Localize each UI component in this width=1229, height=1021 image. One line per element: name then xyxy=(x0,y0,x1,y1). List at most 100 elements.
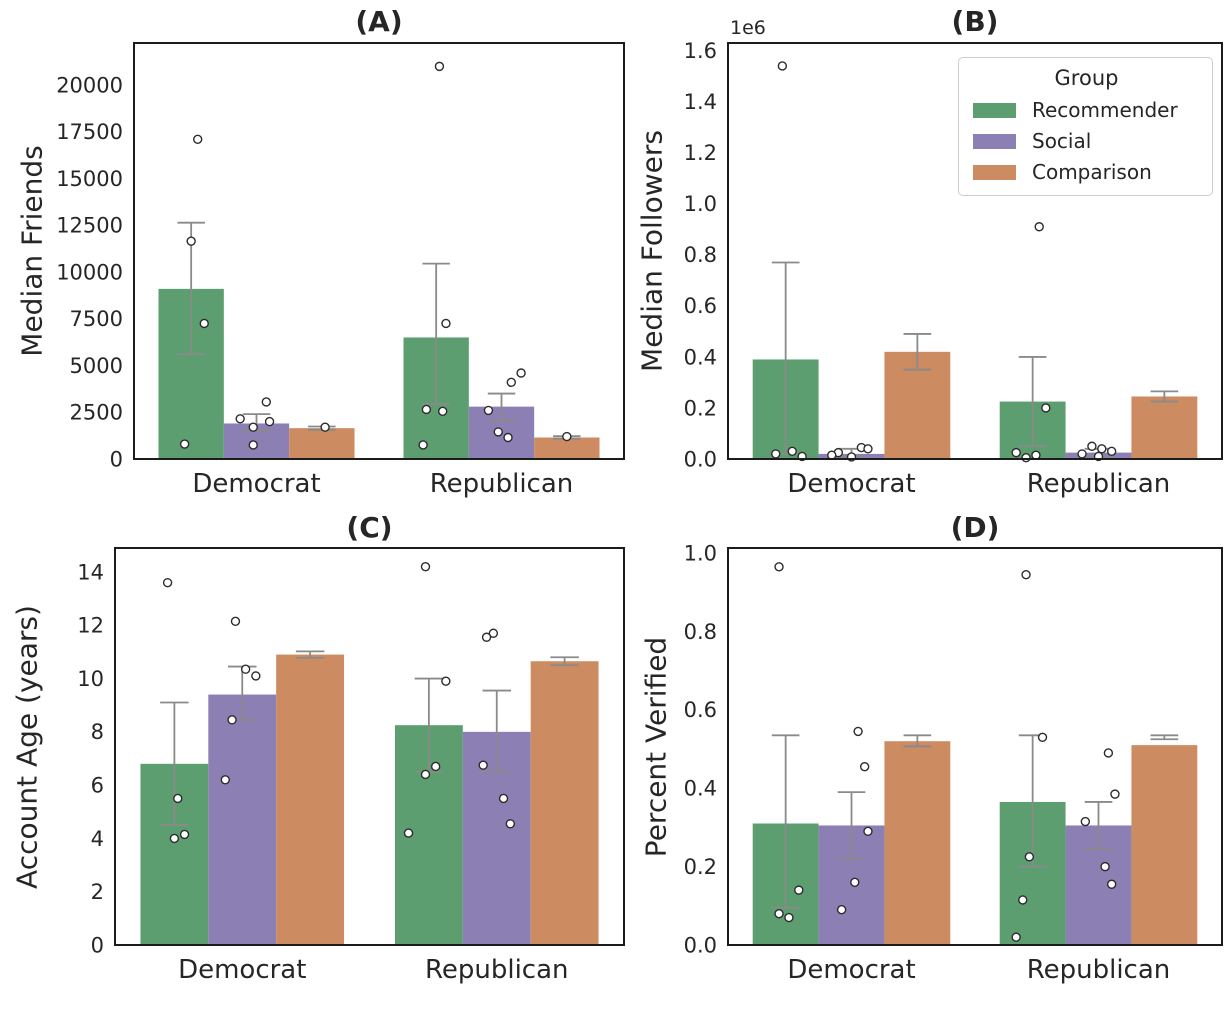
x-tick-label: Republican xyxy=(1027,469,1171,499)
panel-d-ylabel: Percent Verified xyxy=(639,636,673,858)
legend-swatch-social xyxy=(973,133,1016,149)
data-point xyxy=(1080,816,1091,827)
legend-label: Comparison xyxy=(1032,160,1152,184)
data-point xyxy=(173,793,183,804)
data-point xyxy=(562,431,572,442)
data-point xyxy=(227,715,237,725)
panel-b-ylabel: Median Followers xyxy=(635,130,669,372)
data-point xyxy=(481,632,492,642)
legend-label: Recommender xyxy=(1032,98,1178,122)
x-tick-label: Republican xyxy=(1027,955,1171,985)
data-point xyxy=(1018,895,1028,905)
y-tick-label: 0.4 xyxy=(684,777,717,801)
data-point xyxy=(516,368,526,378)
legend-swatch-recommender xyxy=(973,102,1016,118)
y-tick-label: 5000 xyxy=(70,354,123,378)
y-tick-label: 2500 xyxy=(70,401,123,425)
y-tick-label: 0.0 xyxy=(684,933,717,957)
data-point xyxy=(503,432,513,443)
axis-offset-text: 1e6 xyxy=(730,17,766,39)
y-tick-label: 0.6 xyxy=(684,698,717,722)
y-tick-label: 4 xyxy=(91,827,104,851)
legend-item-recommender: Recommender xyxy=(973,99,1200,121)
data-point xyxy=(192,134,203,144)
y-tick-label: 0 xyxy=(110,447,123,471)
data-point xyxy=(488,628,499,638)
x-tick-label: Democrat xyxy=(787,469,915,499)
y-tick-label: 0.4 xyxy=(684,345,717,369)
data-point xyxy=(169,833,180,844)
data-point xyxy=(859,761,870,772)
y-tick-label: 6 xyxy=(91,773,104,797)
data-point xyxy=(1011,447,1021,458)
data-point xyxy=(264,416,275,427)
y-tick-label: 0.2 xyxy=(684,855,717,879)
legend-swatch-comparison xyxy=(973,164,1016,180)
data-point xyxy=(1097,444,1107,454)
y-tick-label: 10 xyxy=(77,667,104,691)
y-tick-label: 0.2 xyxy=(684,396,717,420)
data-point xyxy=(1037,732,1048,742)
y-tick-label: 0.0 xyxy=(684,447,717,471)
data-point xyxy=(1110,789,1120,799)
data-point xyxy=(235,414,245,424)
y-tick-label: 0.8 xyxy=(684,243,717,267)
bar-comparison-republican xyxy=(534,437,600,459)
data-point xyxy=(836,905,847,915)
bar-comparison-republican xyxy=(1131,396,1198,459)
data-point xyxy=(774,908,784,919)
data-point xyxy=(248,440,258,450)
x-tick-label: Democrat xyxy=(178,955,306,985)
panel-a-ylabel: Median Friends xyxy=(15,145,49,357)
y-tick-label: 15000 xyxy=(56,167,123,191)
data-point xyxy=(441,676,451,686)
data-point xyxy=(505,819,516,829)
legend-title: Group xyxy=(1054,66,1119,90)
data-point xyxy=(777,61,788,71)
data-point xyxy=(1021,453,1031,463)
data-point xyxy=(186,236,196,246)
x-tick-label: Democrat xyxy=(192,469,320,499)
bar-comparison-democrat xyxy=(276,654,345,945)
data-point xyxy=(506,377,516,388)
data-point xyxy=(248,422,258,432)
data-point xyxy=(493,427,503,437)
y-tick-label: 12500 xyxy=(56,214,123,238)
data-point xyxy=(240,664,251,674)
panel-c-title: (C) xyxy=(346,511,393,544)
data-point xyxy=(853,726,863,737)
data-point xyxy=(430,761,441,772)
data-point xyxy=(787,446,797,457)
y-tick-label: 14 xyxy=(77,560,104,584)
legend-item-comparison: Comparison xyxy=(973,161,1200,183)
y-tick-label: 10000 xyxy=(56,260,123,284)
data-point xyxy=(850,877,860,887)
x-tick-label: Republican xyxy=(425,955,569,985)
data-point xyxy=(420,769,431,780)
panel-c-ylabel: Account Age (years) xyxy=(10,605,44,889)
data-point xyxy=(863,826,873,837)
data-point xyxy=(863,444,873,454)
y-tick-label: 1.2 xyxy=(684,141,717,165)
x-tick-label: Democrat xyxy=(787,955,915,985)
y-tick-label: 0 xyxy=(91,933,104,957)
axes-spines-panel-d xyxy=(727,547,1223,946)
y-tick-label: 2 xyxy=(91,880,104,904)
panel-b-title: (B) xyxy=(951,5,999,38)
axes-spines-panel-c xyxy=(114,547,625,946)
data-point xyxy=(434,61,445,72)
axes-spines-panel-a xyxy=(133,42,625,460)
data-point xyxy=(1100,861,1110,872)
legend-items: Recommender Social Comparison xyxy=(973,99,1200,183)
data-point xyxy=(441,318,451,329)
data-point xyxy=(498,793,509,804)
data-point xyxy=(179,439,190,449)
data-point xyxy=(320,422,330,432)
data-point xyxy=(1011,932,1021,942)
data-point xyxy=(179,829,190,840)
data-point xyxy=(220,775,230,785)
data-point xyxy=(1077,449,1087,459)
data-point xyxy=(827,450,837,460)
data-point xyxy=(1106,446,1117,457)
